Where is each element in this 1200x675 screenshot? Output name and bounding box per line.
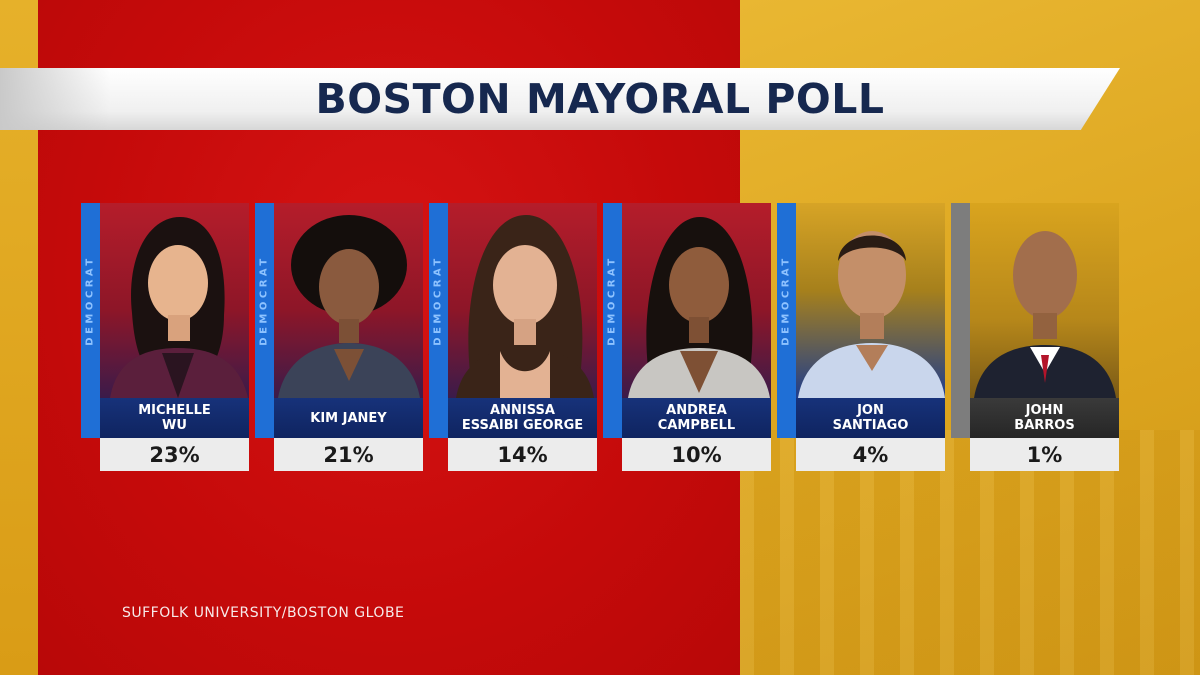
candidate-name-plate: MICHELLE WU bbox=[100, 398, 249, 438]
party-strip bbox=[255, 203, 274, 438]
candidate-name: JON SANTIAGO bbox=[832, 403, 909, 433]
candidate-percent: 14% bbox=[497, 442, 548, 467]
candidate-card-campbell: DEMOCRAT ANDREA CAMPBELL 10% bbox=[603, 203, 771, 471]
candidate-name-plate: ANNISSA ESSAIBI GEORGE bbox=[448, 398, 597, 438]
candidate-photo bbox=[796, 203, 945, 398]
candidate-photo bbox=[970, 203, 1119, 398]
party-label: DEMOCRAT bbox=[255, 203, 274, 398]
party-strip bbox=[777, 203, 796, 438]
party-label: DEMOCRAT bbox=[81, 203, 100, 398]
party-label-text: DEMOCRAT bbox=[85, 255, 97, 346]
candidate-photo bbox=[100, 203, 249, 398]
page-title: BOSTON MAYORAL POLL bbox=[315, 75, 885, 123]
party-label: DEMOCRAT bbox=[777, 203, 796, 398]
candidate-card-wu: DEMOCRAT MICHELLE WU 23% bbox=[81, 203, 249, 471]
candidate-name: ANDREA CAMPBELL bbox=[657, 403, 736, 433]
candidate-percent: 23% bbox=[149, 442, 200, 467]
candidate-name: KIM JANEY bbox=[310, 410, 387, 426]
candidate-percent-box: 4% bbox=[796, 438, 945, 471]
candidate-card-janey: DEMOCRAT KIM JANEY 21% bbox=[255, 203, 423, 471]
candidate-name: JOHN BARROS bbox=[1014, 403, 1075, 433]
party-label bbox=[951, 203, 970, 398]
candidate-name-plate: ANDREA CAMPBELL bbox=[622, 398, 771, 438]
title-banner bbox=[0, 68, 1120, 130]
candidate-percent-box: 10% bbox=[622, 438, 771, 471]
candidate-card-santiago: DEMOCRAT JON SANTIAGO 4% bbox=[777, 203, 945, 471]
party-strip bbox=[603, 203, 622, 438]
source-credit: SUFFOLK UNIVERSITY/BOSTON GLOBE bbox=[122, 605, 405, 621]
candidate-percent: 1% bbox=[1026, 442, 1063, 467]
party-label-text: DEMOCRAT bbox=[607, 255, 619, 346]
party-strip bbox=[429, 203, 448, 438]
party-label-text: DEMOCRAT bbox=[259, 255, 271, 346]
candidate-percent: 4% bbox=[852, 442, 889, 467]
candidate-percent: 10% bbox=[671, 442, 722, 467]
party-strip bbox=[81, 203, 100, 438]
candidate-percent-box: 21% bbox=[274, 438, 423, 471]
candidate-percent-box: 23% bbox=[100, 438, 249, 471]
party-label: DEMOCRAT bbox=[603, 203, 622, 398]
candidate-name-plate: JOHN BARROS bbox=[970, 398, 1119, 438]
party-label-text: DEMOCRAT bbox=[433, 255, 445, 346]
candidate-percent-box: 1% bbox=[970, 438, 1119, 471]
candidate-card-barros: JOHN BARROS 1% bbox=[951, 203, 1119, 471]
candidate-name-plate: KIM JANEY bbox=[274, 398, 423, 438]
candidate-photo bbox=[448, 203, 597, 398]
candidate-photo bbox=[274, 203, 423, 398]
candidate-percent: 21% bbox=[323, 442, 374, 467]
title-banner-shade bbox=[0, 68, 110, 130]
candidate-name-plate: JON SANTIAGO bbox=[796, 398, 945, 438]
party-strip bbox=[951, 203, 970, 438]
candidate-photo bbox=[622, 203, 771, 398]
candidate-name: ANNISSA ESSAIBI GEORGE bbox=[461, 403, 584, 433]
candidate-percent-box: 14% bbox=[448, 438, 597, 471]
candidate-card-essaibi-george: DEMOCRAT ANNISSA ESSAIBI GEORGE 14% bbox=[429, 203, 597, 471]
party-label: DEMOCRAT bbox=[429, 203, 448, 398]
candidate-name: MICHELLE WU bbox=[138, 403, 211, 433]
party-label-text: DEMOCRAT bbox=[781, 255, 793, 346]
